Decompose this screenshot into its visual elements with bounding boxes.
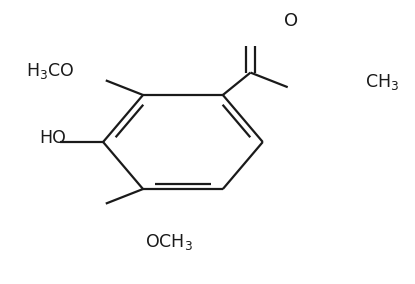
Text: OCH$_3$: OCH$_3$ [145,233,193,252]
Text: HO: HO [39,129,66,147]
Text: CH$_3$: CH$_3$ [365,72,399,92]
Text: O: O [284,12,298,30]
Text: H$_3$CO: H$_3$CO [26,61,74,81]
